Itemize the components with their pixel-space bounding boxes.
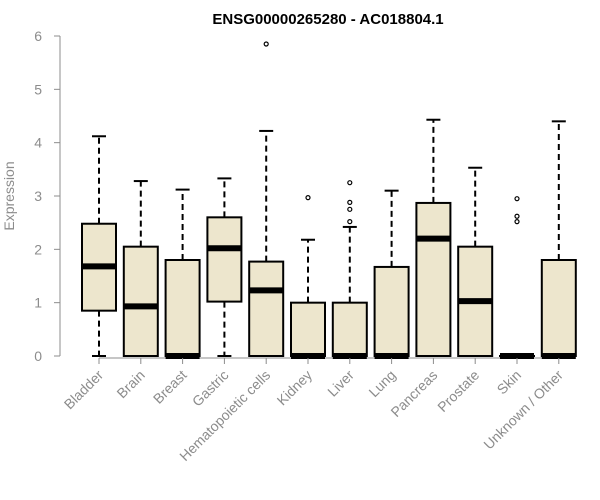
box-group-brain <box>122 180 159 358</box>
x-tick-label: Bladder <box>61 367 107 413</box>
box <box>248 260 285 358</box>
y-axis-label: Expression <box>1 161 17 230</box>
box-group-liver <box>331 180 368 359</box>
box <box>122 245 159 358</box>
chart-title: ENSG00000265280 - AC018804.1 <box>212 11 443 28</box>
box-group-pancreas <box>415 118 452 357</box>
box-group-unknown-other <box>540 120 577 359</box>
box <box>415 201 452 357</box>
y-tick-label: 1 <box>34 295 42 311</box>
y-tick-label: 3 <box>34 188 42 204</box>
box <box>164 259 201 357</box>
x-tick-label: Skin <box>494 367 525 398</box>
y-tick-label: 5 <box>34 81 42 97</box>
outlier-point <box>514 213 520 219</box>
y-tick-label: 6 <box>34 28 42 44</box>
outlier-point <box>347 199 353 205</box>
x-tick-label: Breast <box>150 367 190 407</box>
y-tick-label: 2 <box>34 241 42 257</box>
plot-area <box>81 41 577 359</box>
x-tick-label: Prostate <box>434 367 482 415</box>
outlier-point <box>514 219 520 225</box>
x-tick-label: Brain <box>113 367 147 401</box>
y-tick-label: 4 <box>34 135 42 151</box>
box-group-breast <box>164 188 201 359</box>
x-tick-label: Lung <box>365 367 398 400</box>
box-group-hematopoietic-cells <box>248 41 285 358</box>
outlier-point <box>347 219 353 225</box>
box-group-bladder <box>81 135 117 357</box>
box-group-skin <box>499 196 535 359</box>
outlier-point <box>347 206 353 212</box>
box-group-lung <box>373 189 410 359</box>
outlier-point <box>347 180 353 186</box>
box-group-kidney <box>290 195 326 359</box>
x-tick-label: Liver <box>324 367 357 400</box>
box <box>290 301 326 357</box>
box <box>206 216 243 303</box>
outlier-point <box>305 195 311 201</box>
box <box>373 265 410 357</box>
box-group-gastric <box>206 177 243 357</box>
outlier-point <box>514 196 520 202</box>
x-tick-label: Unknown / Other <box>480 367 566 453</box>
y-tick-label: 0 <box>34 348 42 364</box>
x-tick-label: Kidney <box>274 367 316 409</box>
box-group-prostate <box>457 166 494 358</box>
y-axis: 0 1 2 3 4 5 6 <box>34 28 61 364</box>
outlier-point <box>263 41 269 47</box>
box <box>540 259 577 357</box>
box <box>331 301 368 357</box>
